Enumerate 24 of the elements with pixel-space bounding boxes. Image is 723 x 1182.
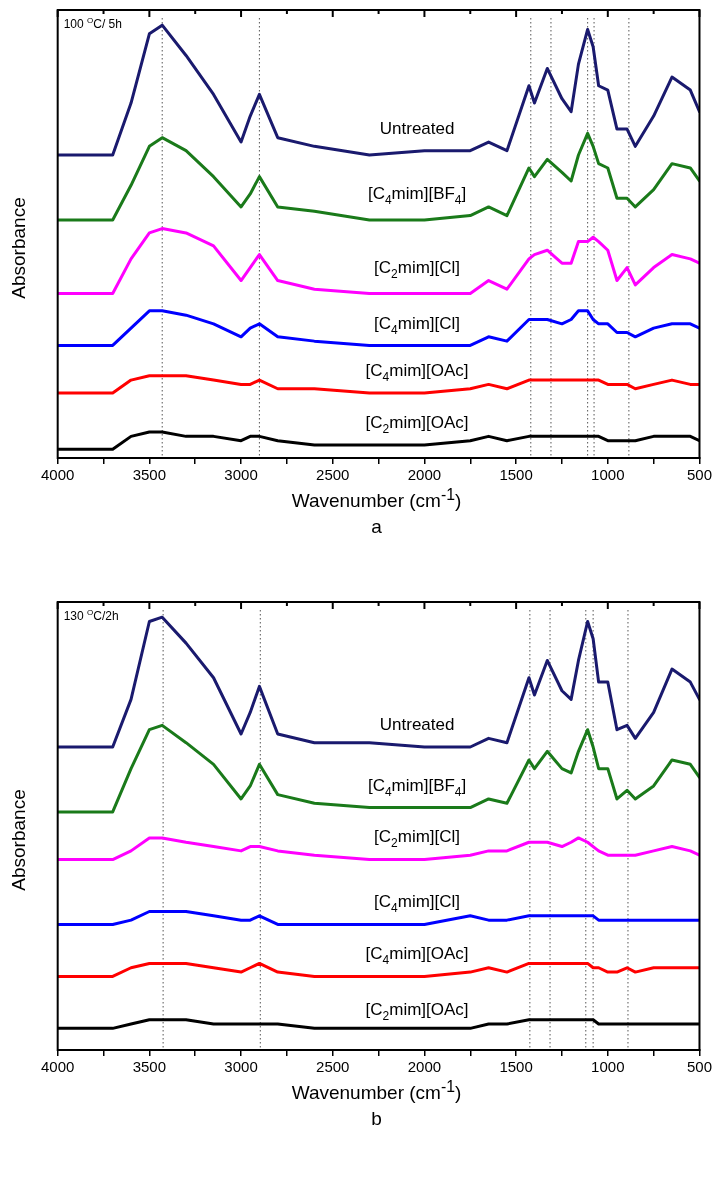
x-tick-label: 500	[686, 1058, 712, 1076]
x-tick-label: 1000	[591, 1058, 625, 1076]
x-tick-label: 3500	[132, 466, 167, 484]
x-tick-label: 2500	[316, 466, 350, 484]
x-tick-label: 3000	[224, 466, 258, 484]
x-tick-label: 2000	[407, 1058, 442, 1076]
x-tick-label: 3000	[224, 1058, 258, 1076]
y-axis-title: Absorbance	[8, 788, 30, 893]
x-axis-title: Wavenumber (cm$^{-1}$)	[290, 486, 463, 513]
x-tick-label: 3500	[132, 1058, 167, 1076]
x-tick-label: 500	[686, 466, 712, 484]
text: a	[370, 516, 383, 538]
x-tick-label: 1500	[499, 466, 533, 484]
text: b	[370, 1108, 383, 1130]
series-label: Untreated	[379, 118, 455, 138]
x-tick-label: 4000	[41, 466, 75, 484]
x-tick-label: 2500	[316, 1058, 350, 1076]
x-tick-label: 1500	[499, 1058, 533, 1076]
y-axis-title: Absorbance	[8, 196, 30, 301]
series-label: Untreated	[379, 715, 455, 735]
x-tick-label: 4000	[41, 1058, 75, 1076]
x-tick-label: 2000	[407, 466, 442, 484]
x-tick-label: 1000	[591, 466, 625, 484]
x-axis-title: Wavenumber (cm$^{-1}$)	[290, 1078, 463, 1105]
